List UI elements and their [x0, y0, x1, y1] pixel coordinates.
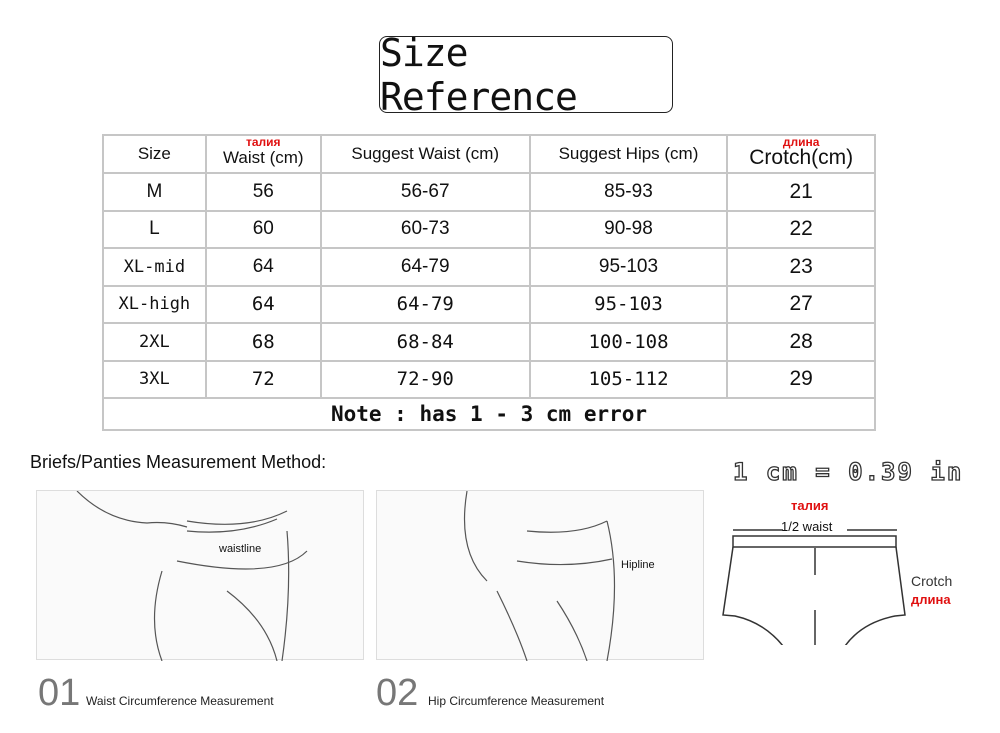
header-waist: талия Waist (cm): [204, 134, 322, 174]
suggest-waist-cell: 64-79: [319, 284, 531, 324]
suggest-hips-cell: 95-103: [528, 284, 729, 324]
header-suggest-hips: Suggest Hips (cm): [528, 134, 729, 174]
table-row: XL-mid 64 64-79 95-103 23: [102, 247, 876, 287]
size-cell: M: [102, 172, 207, 212]
crotch-cell: 29: [726, 359, 876, 399]
suggest-hips-cell: 100-108: [528, 322, 729, 362]
header-crotch: длина Crotch(cm): [726, 134, 876, 174]
unit-conversion: 1 cm = 0.39 in: [732, 457, 964, 486]
step-01-number: 01: [38, 672, 81, 714]
waist-cell: 60: [204, 209, 322, 249]
table-header-row: Size талия Waist (cm) Suggest Waist (cm) …: [102, 134, 876, 174]
suggest-waist-cell: 64-79: [319, 247, 531, 287]
waist-cell: 72: [204, 359, 322, 399]
waist-illustration: waistline: [36, 490, 364, 662]
crotch-cell: 22: [726, 209, 876, 249]
table-row: M 56 56-67 85-93 21: [102, 172, 876, 212]
suggest-hips-cell: 90-98: [528, 209, 729, 249]
crotch-ru: длина: [911, 592, 951, 607]
hipline-label: Hipline: [621, 559, 655, 571]
size-cell: XL-high: [102, 284, 207, 324]
size-table: Size талия Waist (cm) Suggest Waist (cm) …: [102, 134, 876, 431]
crotch-cell: 28: [726, 322, 876, 362]
step-01-caption: Waist Circumference Measurement: [86, 694, 274, 708]
size-cell: 3XL: [102, 359, 207, 399]
waistline-label: waistline: [219, 543, 262, 555]
diagram-waist-ru: талия: [791, 498, 829, 513]
size-cell: XL-mid: [102, 247, 207, 287]
header-crotch-label: Crotch(cm): [749, 146, 854, 169]
waist-cell: 56: [204, 172, 322, 212]
hip-figure-icon: [464, 490, 616, 662]
suggest-waist-cell: 72-90: [319, 359, 531, 399]
suggest-waist-cell: 68-84: [319, 322, 531, 362]
note: Note : has 1 - 3 cm error: [102, 397, 876, 431]
size-cell: 2XL: [102, 322, 207, 362]
table-row: L 60 60-73 90-98 22: [102, 209, 876, 249]
hip-illustration: Hipline: [376, 490, 704, 662]
header-size: Size: [102, 134, 207, 174]
crotch-cell: 21: [726, 172, 876, 212]
suggest-waist-cell: 60-73: [319, 209, 531, 249]
header-waist-label: Waist (cm): [222, 148, 304, 167]
waist-figure-icon: [76, 490, 308, 662]
header-suggest-waist: Suggest Waist (cm): [319, 134, 531, 174]
waist-cell: 64: [204, 284, 322, 324]
step-02-number: 02: [376, 672, 419, 714]
briefs-diagram-icon: [722, 529, 906, 645]
table-row: XL-high 64 64-79 95-103 27: [102, 284, 876, 324]
crotch-label: Crotch: [911, 573, 953, 589]
half-waist-label: 1/2 waist: [781, 519, 833, 534]
table-row: 2XL 68 68-84 100-108 28: [102, 322, 876, 362]
waist-ru-label: талия: [246, 135, 281, 149]
suggest-hips-cell: 85-93: [528, 172, 729, 212]
step-02-caption: Hip Circumference Measurement: [428, 694, 605, 708]
page-title: Size Reference: [379, 31, 673, 119]
waist-cell: 64: [204, 247, 322, 287]
waist-cell: 68: [204, 322, 322, 362]
crotch-cell: 23: [726, 247, 876, 287]
crotch-ru-label: длина: [782, 135, 820, 149]
table-row: 3XL 72 72-90 105-112 29: [102, 359, 876, 399]
suggest-waist-cell: 56-67: [319, 172, 531, 212]
size-cell: L: [102, 209, 207, 249]
suggest-hips-cell: 95-103: [528, 247, 729, 287]
method-title: Briefs/Panties Measurement Method:: [30, 452, 327, 472]
crotch-cell: 27: [726, 284, 876, 324]
suggest-hips-cell: 105-112: [528, 359, 729, 399]
